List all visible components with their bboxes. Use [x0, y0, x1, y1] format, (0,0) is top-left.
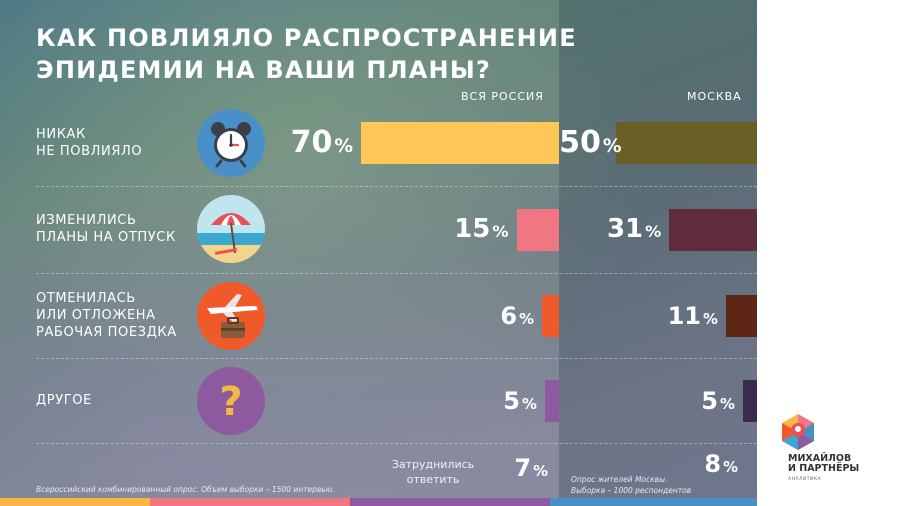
- data-label-moscow-4: 5%: [701, 386, 735, 415]
- background-panel: [0, 0, 757, 506]
- logo-mark-icon: [778, 412, 818, 452]
- logo-subtitle: АНАЛИТИКА: [788, 477, 822, 482]
- chart-title-line-2: ЭПИДЕМИИ НА ВАШИ ПЛАНЫ?: [36, 56, 492, 84]
- data-label-russia-1: 70%: [290, 125, 353, 160]
- legend-moscow: МОСКВА: [687, 90, 742, 103]
- legend-russia: ВСЯ РОССИЯ: [461, 90, 544, 103]
- category-label-2: ИЗМЕНИЛИСЬ ПЛАНЫ НА ОТПУСК: [36, 213, 176, 245]
- category-label-4: ДРУГОЕ: [36, 393, 92, 408]
- row-divider-2: [36, 273, 757, 274]
- bar-russia-4: [544, 380, 559, 422]
- svg-text:?: ?: [219, 379, 242, 425]
- data-label-russia-3: 6%: [500, 301, 535, 330]
- category-label-3: ОТМЕНИЛАСЬ ИЛИ ОТЛОЖЕНА РАБОЧАЯ ПОЕЗДКА: [36, 291, 177, 340]
- alarm-clock-icon: [197, 109, 265, 177]
- bottom-strip-yellow: [0, 498, 150, 506]
- moscow-survey-note: Опрос жителей Москвы. Выборка – 1000 рес…: [571, 475, 692, 495]
- data-label-moscow-1: 50%: [559, 125, 622, 160]
- bar-moscow-2: [669, 209, 757, 251]
- bar-russia-3: [542, 295, 559, 337]
- category-label-1: НИКАК НЕ ПОВЛИЯЛО: [36, 127, 143, 159]
- row-divider-4: [36, 443, 757, 444]
- bar-moscow-3: [725, 295, 757, 337]
- data-label-moscow-2: 31%: [606, 214, 662, 245]
- chart-title-line-1: КАК ПОВЛИЯЛО РАСПРОСТРАНЕНИЕ: [36, 24, 577, 52]
- bar-russia-2: [516, 209, 559, 251]
- moscow-column-band: [559, 0, 757, 506]
- russia-survey-note: Всероссийский комбинированный опрос. Объ…: [36, 485, 335, 494]
- airplane-suitcase-icon: [197, 282, 265, 350]
- bar-moscow-1: [615, 122, 757, 164]
- question-mark-icon: ?: [197, 367, 265, 435]
- row-divider-3: [36, 358, 757, 359]
- bottom-strip-blue: [550, 498, 757, 506]
- data-label-russia-4: 5%: [503, 386, 537, 415]
- beach-umbrella-icon: [197, 195, 265, 263]
- bottom-strip-purple: [350, 498, 550, 506]
- dont-know-label: Затруднились ответить: [391, 458, 475, 486]
- data-label-russia-2: 15%: [454, 214, 509, 245]
- bar-moscow-4: [742, 380, 757, 422]
- row-divider-1: [36, 186, 757, 187]
- bar-russia-1: [361, 122, 559, 164]
- data-label-moscow-3: 11%: [667, 301, 718, 330]
- bottom-strip-pink: [150, 498, 350, 506]
- background-glow: [0, 0, 757, 506]
- dont-know-moscow-value: 8%: [704, 450, 738, 478]
- dont-know-russia-value: 7%: [514, 454, 548, 482]
- logo-name: МИХАЙЛОВ И ПАРТНЁРЫ: [788, 453, 860, 474]
